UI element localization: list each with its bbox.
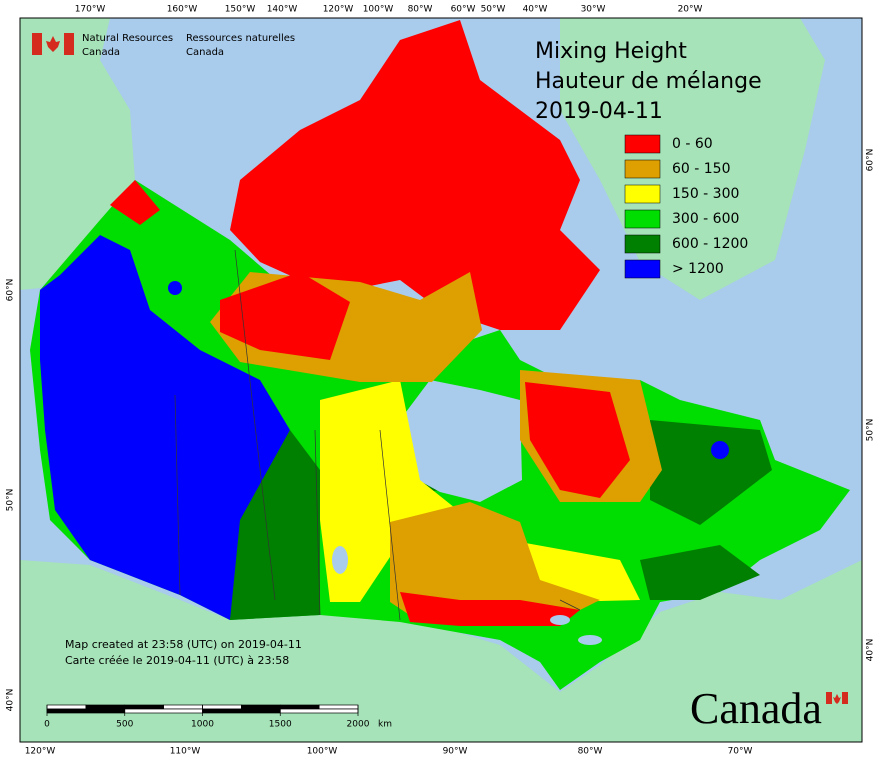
scale-label: 1000 <box>191 720 214 730</box>
scale-segment <box>124 708 203 714</box>
graticule-label: 170°W <box>75 5 106 15</box>
scale-label: 1500 <box>269 720 292 730</box>
map-title: Mixing Height <box>535 39 687 64</box>
agency-en: Canada <box>82 47 120 58</box>
legend-swatch <box>624 209 661 229</box>
scale-unit: km <box>378 720 392 730</box>
legend-label: 300 - 600 <box>672 211 739 227</box>
scale-segment <box>279 704 320 710</box>
graticule-label: 120°W <box>25 747 56 757</box>
graticule-label: 120°W <box>323 5 354 15</box>
graticule-label: 50°W <box>481 5 506 15</box>
agency-fr: Ressources naturelles <box>186 33 295 44</box>
graticule-label: 140°W <box>267 5 298 15</box>
graticule-label: 90°W <box>443 747 468 757</box>
scale-segment <box>202 708 281 714</box>
scale-segment <box>318 704 359 710</box>
scale-segment <box>202 704 242 710</box>
graticule-label: 50°N <box>6 489 16 512</box>
map-title: 2019-04-11 <box>535 99 663 124</box>
agency-fr: Canada <box>186 47 224 58</box>
map-note: Map created at 23:58 (UTC) on 2019-04-11 <box>65 638 302 651</box>
graticule-label: 40°N <box>6 689 16 712</box>
scale-label: 0 <box>44 720 50 730</box>
legend-label: 0 - 60 <box>672 136 713 152</box>
graticule-label: 40°W <box>523 5 548 15</box>
scale-label: 2000 <box>347 720 370 730</box>
frame <box>19 17 863 743</box>
legend-swatch <box>624 159 661 179</box>
graticule-label: 110°W <box>170 747 201 757</box>
legend-swatch <box>624 184 661 204</box>
graticule-label: 20°W <box>678 5 703 15</box>
graticule-label: 50°N <box>866 419 876 442</box>
graticule-label: 60°N <box>6 279 16 302</box>
legend-label: 600 - 1200 <box>672 236 748 252</box>
scale-segment <box>279 708 359 714</box>
scale-segment <box>124 704 164 710</box>
scale-segment <box>46 708 126 714</box>
legend-label: 60 - 150 <box>672 161 731 177</box>
scale-segment <box>46 704 87 710</box>
map-note: Carte créée le 2019-04-11 (UTC) à 23:58 <box>65 654 289 667</box>
wordmark: Canada <box>690 684 822 733</box>
legend-swatch <box>624 134 661 154</box>
scale-segment <box>241 704 281 710</box>
graticule-label: 150°W <box>225 5 256 15</box>
graticule-label: 100°W <box>363 5 394 15</box>
graticule-label: 80°W <box>408 5 433 15</box>
scale-label: 500 <box>116 720 133 730</box>
legend-label: > 1200 <box>672 261 724 277</box>
legend-swatch <box>624 259 661 279</box>
wordmark-flag <box>826 692 848 704</box>
graticule-label: 100°W <box>307 747 338 757</box>
graticule-label: 60°W <box>451 5 476 15</box>
fip-logo <box>32 33 74 55</box>
graticule-label: 70°W <box>728 747 753 757</box>
graticule-label: 30°W <box>581 5 606 15</box>
legend-label: 150 - 300 <box>672 186 739 202</box>
graticule-label: 160°W <box>167 5 198 15</box>
scale-segment <box>85 704 126 710</box>
graticule-label: 40°N <box>866 639 876 662</box>
legend-swatch <box>624 234 661 254</box>
graticule-label: 60°N <box>866 149 876 172</box>
scale-segment <box>163 704 203 710</box>
map-title: Hauteur de mélange <box>535 69 762 94</box>
graticule-label: 80°W <box>578 747 603 757</box>
land <box>20 18 862 742</box>
agency-en: Natural Resources <box>82 33 173 44</box>
